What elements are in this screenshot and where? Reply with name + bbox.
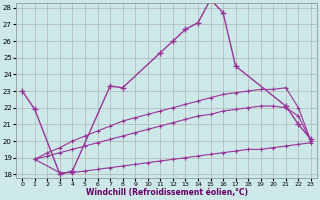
X-axis label: Windchill (Refroidissement éolien,°C): Windchill (Refroidissement éolien,°C) — [85, 188, 248, 197]
